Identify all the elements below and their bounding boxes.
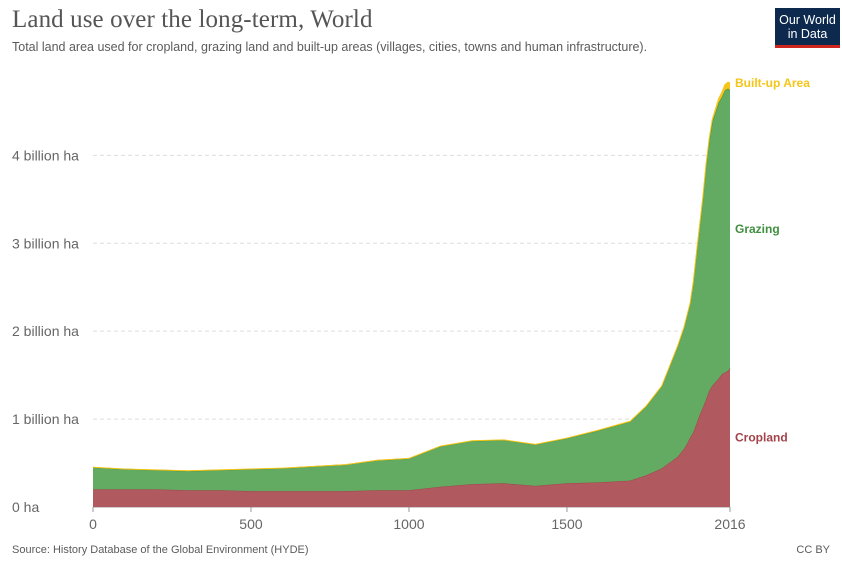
area-grazing[interactable] — [93, 88, 730, 492]
y-tick-label: 1 billion ha — [12, 411, 79, 427]
x-tick-label: 2016 — [714, 516, 745, 532]
logo-line-1: Our World — [779, 13, 836, 27]
stacked-areas — [92, 81, 731, 507]
x-tick-label: 500 — [239, 516, 263, 532]
series-label: Grazing — [735, 222, 780, 236]
area-built-up-area[interactable] — [93, 82, 730, 471]
y-tick-label: 4 billion ha — [12, 147, 79, 163]
series-label: Built-up Area — [735, 76, 810, 90]
y-tick-label: 2 billion ha — [12, 323, 79, 339]
area-cropland[interactable] — [93, 368, 730, 507]
series-line — [92, 87, 731, 472]
series-label: Cropland — [735, 431, 788, 445]
x-tick-label: 1500 — [551, 516, 582, 532]
chart-title: Land use over the long-term, World — [12, 6, 373, 33]
source-note[interactable]: Source: History Database of the Global E… — [12, 544, 309, 556]
y-tick-label: 3 billion ha — [12, 235, 79, 251]
logo-line-2: in Data — [787, 27, 828, 41]
x-tick-label: 1000 — [393, 516, 424, 532]
series-line — [92, 81, 731, 472]
y-tick-label: 0 ha — [12, 499, 39, 515]
license-link[interactable]: CC BY — [796, 544, 830, 556]
chart-subtitle: Total land area used for cropland, grazi… — [12, 40, 648, 54]
y-axis-ticks: 0 ha 1 billion ha 2 billion ha 3 billion ha… — [12, 147, 79, 515]
x-tick-label: 0 — [89, 516, 97, 532]
x-axis-ticks: 0 500 1000 1500 2016 — [89, 507, 746, 532]
owid-logo[interactable]: Our World in Data — [775, 8, 840, 48]
series-labels: Cropland Grazing Built-up Area — [735, 76, 810, 444]
